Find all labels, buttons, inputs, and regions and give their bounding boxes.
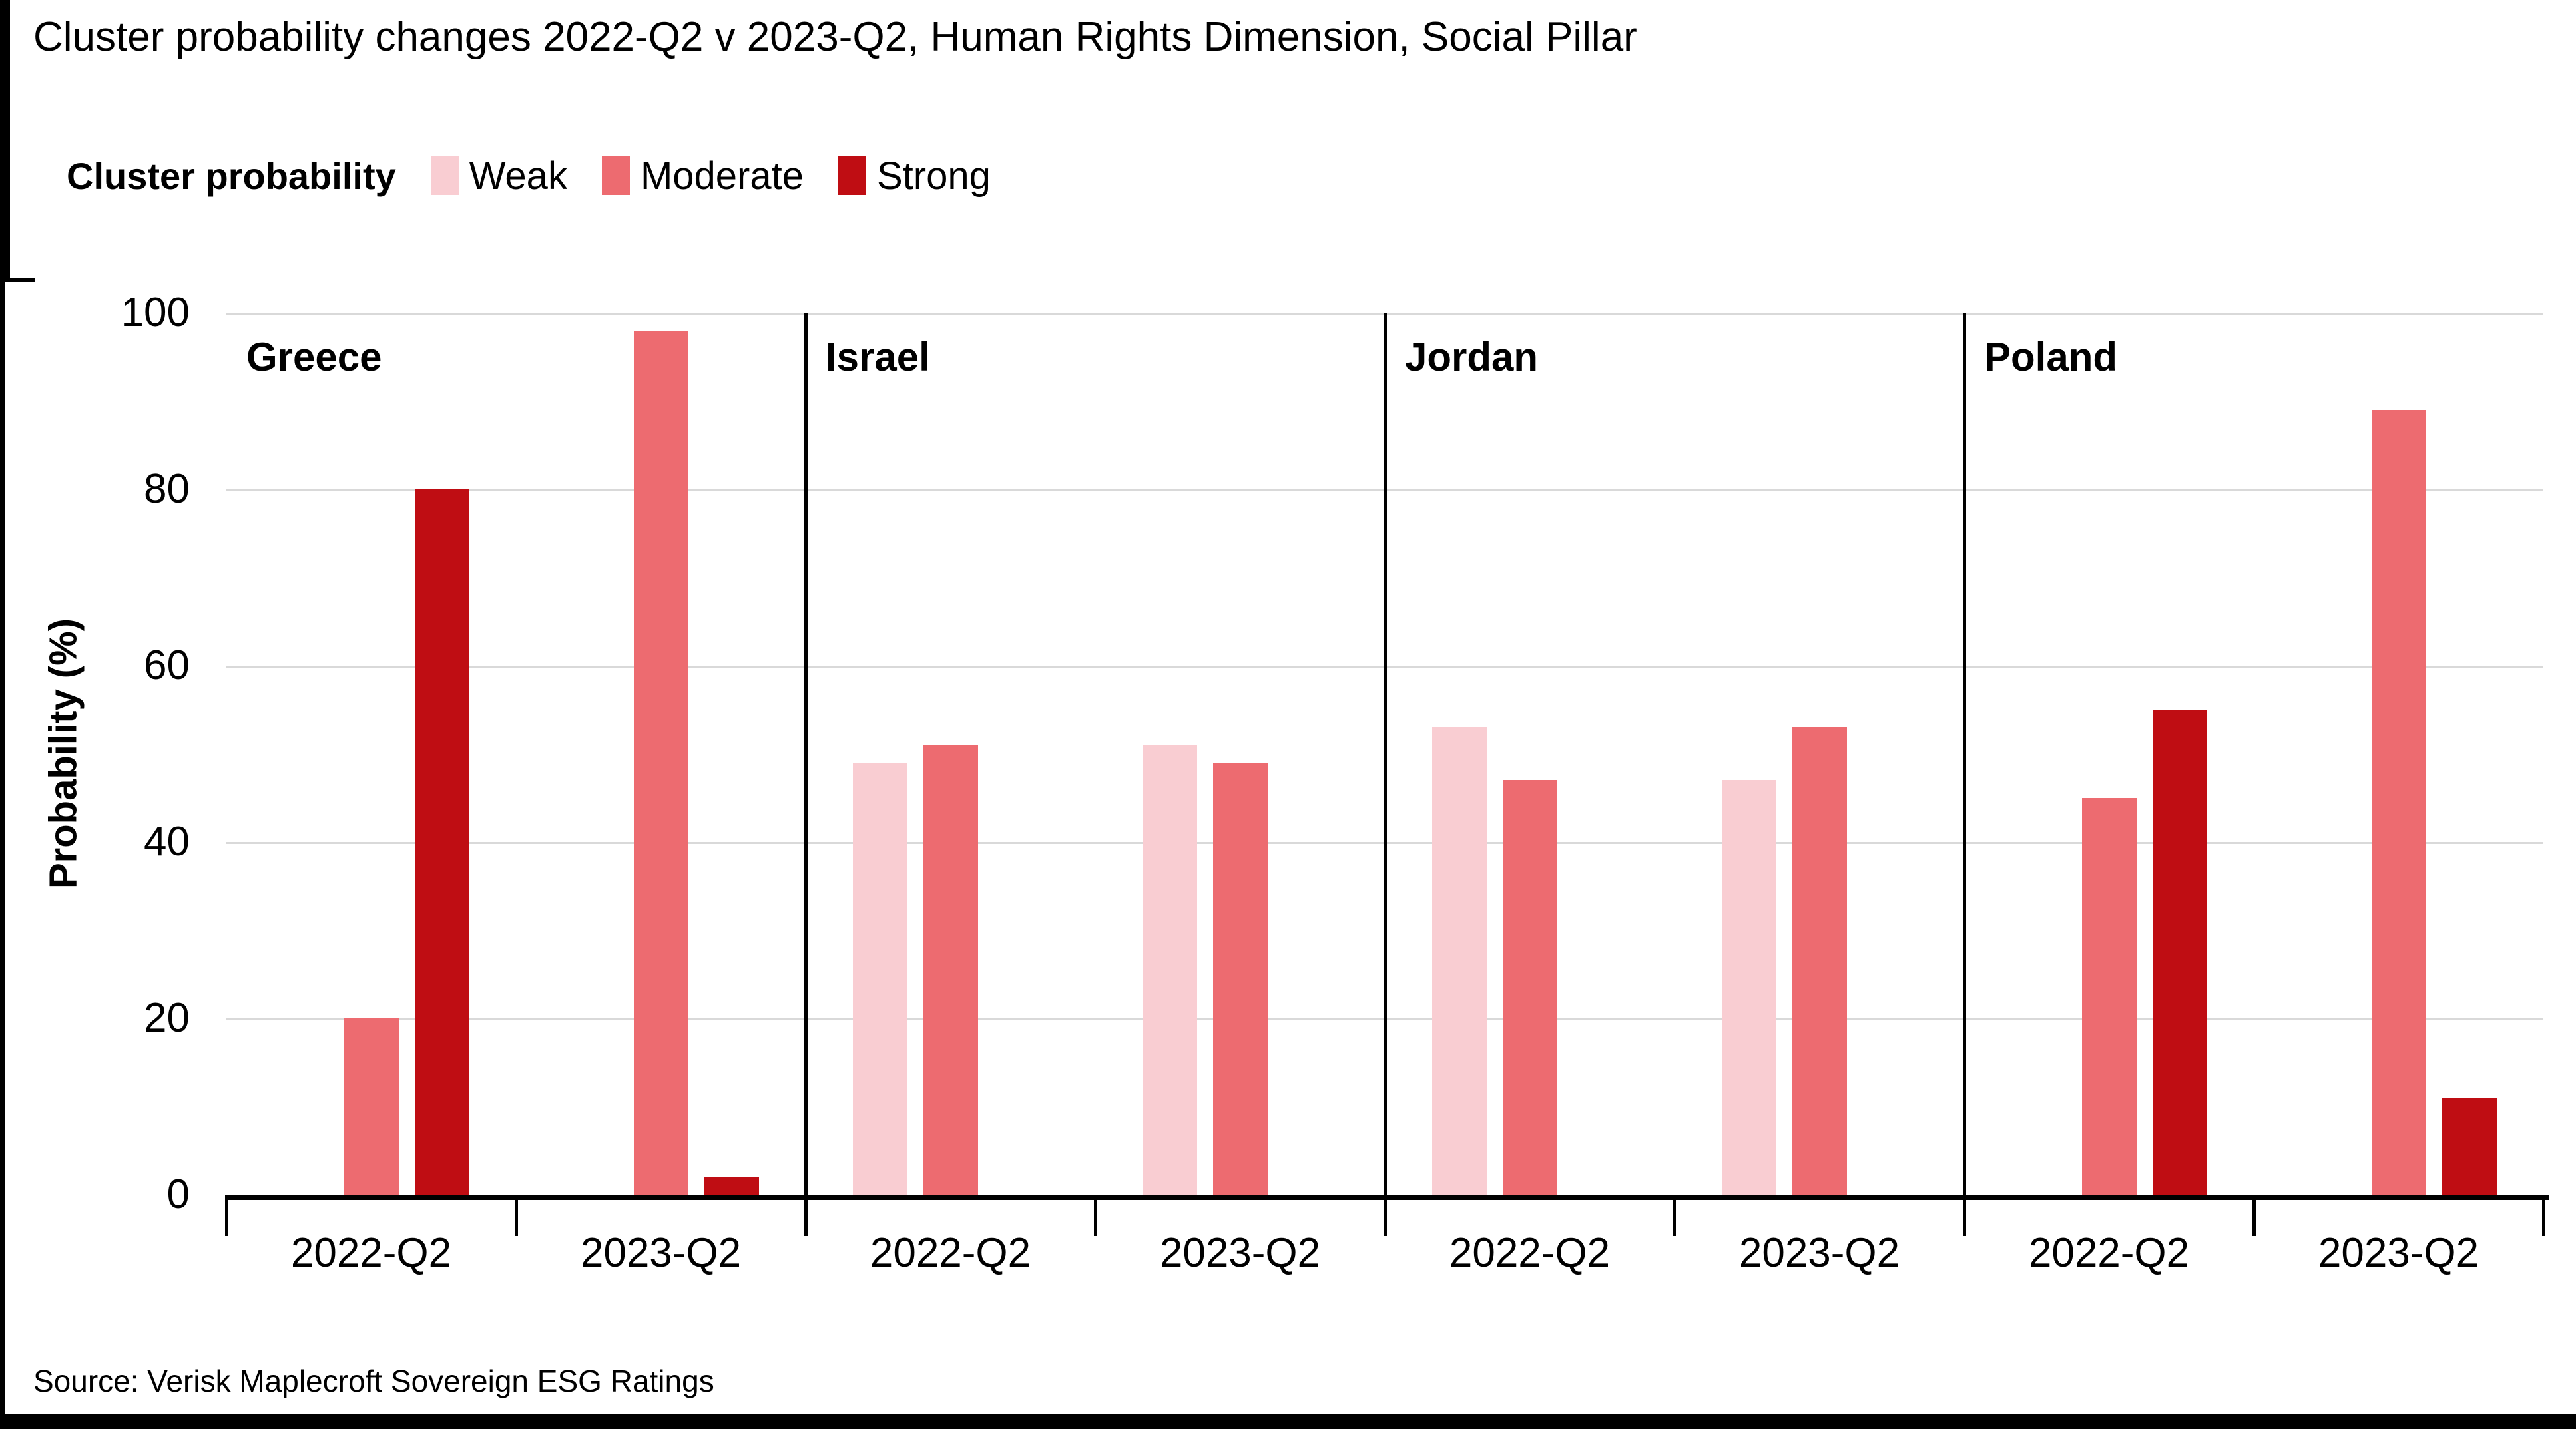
bar-group-2023-Q2: 2023-Q2 — [2254, 313, 2543, 1276]
bar-group-2022-Q2: 2022-Q2 — [806, 313, 1095, 1276]
legend-label: Moderate — [640, 154, 804, 198]
panel-title: Israel — [826, 335, 930, 379]
x-tick-label: 2023-Q2 — [2318, 1230, 2479, 1276]
bar-moderate — [633, 330, 688, 1195]
legend-item-moderate: Moderate — [601, 154, 804, 198]
left-edge-tick — [0, 278, 35, 282]
panel-title: Greece — [246, 335, 382, 379]
y-axis-tick-labels: 100 80 60 40 20 0 — [80, 290, 190, 1217]
bars — [1674, 313, 1964, 1195]
x-axis-tick — [1094, 1195, 1097, 1236]
bars — [1385, 313, 1674, 1195]
plot-area: Greece 2022-Q2 2023-Q2 Israel 2022-Q2 2023-Q2… — [225, 313, 2549, 1276]
panel-title: Jordan — [1405, 335, 1539, 379]
x-axis-line — [226, 1195, 2549, 1200]
y-tick-label: 80 — [144, 466, 190, 512]
x-tick-label: 2022-Q2 — [870, 1230, 1031, 1276]
bar-moderate — [2371, 409, 2426, 1195]
panel-groups: 2022-Q2 2023-Q2 — [806, 313, 1385, 1276]
bars — [2254, 313, 2543, 1195]
y-tick-label: 0 — [166, 1171, 190, 1217]
bar-group-2023-Q2: 2023-Q2 — [1674, 313, 1964, 1276]
bar-group-2023-Q2: 2023-Q2 — [516, 313, 806, 1276]
x-axis-tick — [225, 1195, 228, 1236]
bar-group-2023-Q2: 2023-Q2 — [1095, 313, 1385, 1276]
panel-israel: Israel 2022-Q2 2023-Q2 — [804, 313, 1385, 1276]
bars — [516, 313, 806, 1195]
left-edge-block — [0, 0, 10, 278]
bar-group-2022-Q2: 2022-Q2 — [226, 313, 516, 1276]
bar-moderate — [923, 745, 978, 1195]
bars — [1964, 313, 2254, 1195]
bar-strong — [2152, 710, 2207, 1195]
x-tick-label: 2022-Q2 — [2028, 1230, 2190, 1276]
y-tick-label: 60 — [144, 642, 190, 688]
left-edge-line — [0, 0, 5, 1429]
panel-poland: Poland 2022-Q2 2023-Q2 — [1963, 313, 2543, 1276]
y-axis-title: Probability (%) — [41, 618, 85, 889]
x-axis-tick — [2542, 1195, 2545, 1236]
panel-jordan: Jordan 2022-Q2 2023-Q2 — [1384, 313, 1964, 1276]
bar-weak — [852, 762, 907, 1195]
bar-strong — [414, 489, 469, 1195]
x-tick-label: 2023-Q2 — [1159, 1230, 1321, 1276]
x-tick-label: 2022-Q2 — [290, 1230, 452, 1276]
x-axis-tick — [2252, 1195, 2256, 1236]
panel-groups: 2022-Q2 2023-Q2 — [1964, 313, 2543, 1276]
bars — [1095, 313, 1385, 1195]
y-tick-label: 20 — [144, 995, 190, 1041]
panel-separator — [1963, 313, 1966, 1236]
source-note: Source: Verisk Maplecroft Sovereign ESG … — [33, 1364, 714, 1398]
legend: Cluster probability Weak Moderate Strong — [67, 150, 991, 201]
bars — [226, 313, 516, 1195]
chart-title: Cluster probability changes 2022-Q2 v 20… — [33, 14, 1637, 60]
bar-weak — [1142, 745, 1197, 1195]
panel-groups: 2022-Q2 2023-Q2 — [226, 313, 806, 1276]
legend-swatch-moderate — [601, 156, 630, 195]
bar-moderate — [1792, 727, 1847, 1195]
x-tick-label: 2023-Q2 — [1738, 1230, 1900, 1276]
x-tick-label: 2023-Q2 — [580, 1230, 742, 1276]
bar-moderate — [344, 1018, 399, 1195]
y-tick-label: 100 — [121, 290, 190, 335]
x-tick-label: 2022-Q2 — [1449, 1230, 1611, 1276]
panels: Greece 2022-Q2 2023-Q2 Israel 2022-Q2 2023-Q2… — [226, 313, 2543, 1276]
bar-moderate — [1502, 780, 1557, 1195]
bar-strong — [2442, 1098, 2497, 1195]
legend-swatch-strong — [838, 156, 866, 195]
bar-weak — [1721, 780, 1776, 1195]
y-tick-label: 40 — [144, 819, 190, 865]
bar-moderate — [2081, 797, 2137, 1195]
panel-groups: 2022-Q2 2023-Q2 — [1385, 313, 1964, 1276]
panel-separator — [804, 313, 808, 1236]
legend-title: Cluster probability — [67, 154, 396, 197]
legend-label: Strong — [876, 154, 991, 198]
bars — [806, 313, 1095, 1195]
bar-weak — [1431, 727, 1487, 1195]
legend-swatch-weak — [430, 156, 459, 195]
legend-item-weak: Weak — [430, 154, 567, 198]
bottom-edge-bar — [0, 1414, 2576, 1429]
legend-label: Weak — [469, 154, 567, 198]
legend-item-strong: Strong — [838, 154, 991, 198]
bar-group-2022-Q2: 2022-Q2 — [1964, 313, 2254, 1276]
x-axis-tick — [515, 1195, 518, 1236]
panel-greece: Greece 2022-Q2 2023-Q2 — [226, 313, 806, 1276]
bar-strong — [704, 1177, 759, 1195]
panel-title: Poland — [1984, 335, 2118, 379]
panel-separator — [1384, 313, 1387, 1236]
bar-moderate — [1212, 762, 1268, 1195]
x-axis-tick — [1673, 1195, 1676, 1236]
bar-group-2022-Q2: 2022-Q2 — [1385, 313, 1674, 1276]
